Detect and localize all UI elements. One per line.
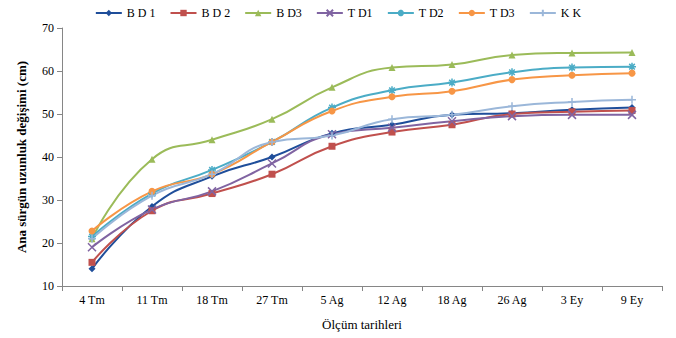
svg-text:4 Tm: 4 Tm	[79, 293, 105, 307]
svg-text:30: 30	[42, 193, 54, 207]
svg-text:T D3: T D3	[490, 6, 515, 20]
svg-text:11 Tm: 11 Tm	[136, 293, 168, 307]
svg-text:40: 40	[42, 150, 54, 164]
svg-text:18 Tm: 18 Tm	[196, 293, 228, 307]
svg-text:B D 2: B D 2	[202, 6, 231, 20]
svg-text:3 Ey: 3 Ey	[561, 293, 583, 307]
svg-text:T D2: T D2	[419, 6, 444, 20]
svg-text:60: 60	[42, 64, 54, 78]
svg-text:18 Ag: 18 Ag	[437, 293, 466, 307]
svg-text:50: 50	[42, 107, 54, 121]
svg-text:70: 70	[42, 21, 54, 35]
svg-text:B D3: B D3	[276, 6, 302, 20]
svg-text:Ana sürgün uzunluk değişimi (c: Ana sürgün uzunluk değişimi (cm)	[14, 61, 29, 253]
svg-text:27 Tm: 27 Tm	[256, 293, 288, 307]
svg-text:20: 20	[42, 236, 54, 250]
svg-text:12 Ag: 12 Ag	[377, 293, 406, 307]
svg-text:B D 1: B D 1	[127, 6, 156, 20]
svg-text:K K: K K	[561, 6, 582, 20]
svg-text:5 Ag: 5 Ag	[320, 293, 343, 307]
svg-text:9 Ey: 9 Ey	[621, 293, 643, 307]
svg-text:T D1: T D1	[348, 6, 373, 20]
svg-text:26 Ag: 26 Ag	[497, 293, 526, 307]
svg-text:10: 10	[42, 279, 54, 293]
svg-text:Ölçüm tarihleri: Ölçüm tarihleri	[322, 317, 402, 332]
